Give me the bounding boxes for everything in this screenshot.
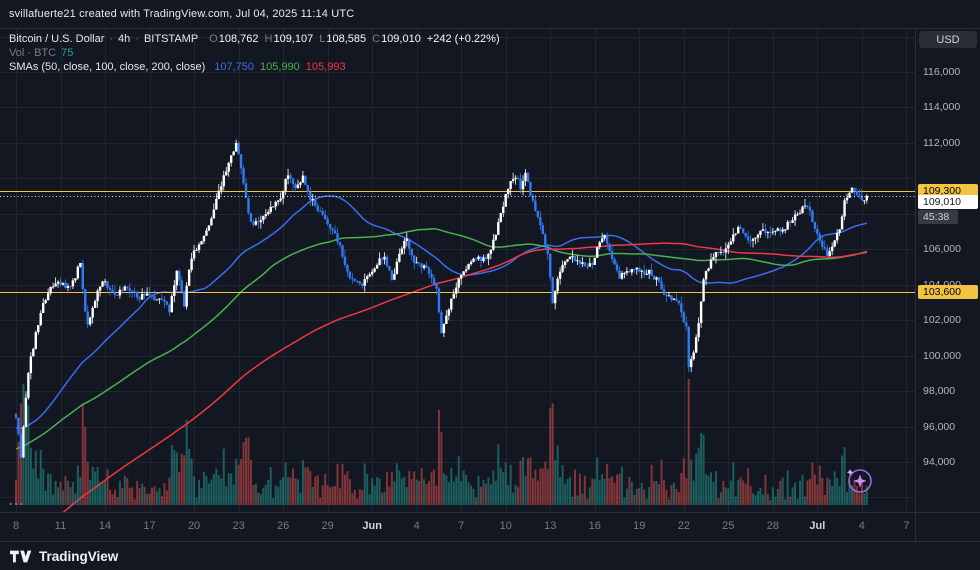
time-scale-label: 7 <box>903 520 910 532</box>
boost-icon[interactable] <box>843 464 875 501</box>
candlestick-chart-canvas[interactable] <box>0 28 916 512</box>
axis-divider <box>915 28 916 541</box>
time-scale-label: 11 <box>54 520 67 532</box>
price-level-badge: 103,600 <box>918 284 978 299</box>
time-scale-label: 29 <box>321 520 334 532</box>
price-scale-label: 100,000 <box>923 349 961 362</box>
currency-toggle-button[interactable]: USD <box>919 31 977 48</box>
time-scale-label: Jun <box>362 520 382 532</box>
high-value: 109,107 <box>273 33 314 45</box>
price-scale-label: 114,000 <box>923 101 961 114</box>
close-value: 109,010 <box>381 33 421 45</box>
price-scale-label: 98,000 <box>923 385 956 398</box>
countdown-badge: 45:38 <box>918 209 958 224</box>
attribution-bar: svillafuerte21 created with TradingView.… <box>0 0 980 28</box>
time-scale-label: 28 <box>766 520 779 532</box>
price-scale-label: 102,000 <box>923 314 961 327</box>
price-scale-label: 96,000 <box>923 420 956 433</box>
interval-label[interactable]: 4h <box>118 33 131 45</box>
tradingview-wordmark[interactable]: TradingView <box>39 548 119 564</box>
exchange-label[interactable]: BITSTAMP <box>143 33 199 45</box>
time-scale-label: 22 <box>677 520 690 532</box>
time-scale-label: 4 <box>858 520 865 532</box>
price-scale[interactable]: USD 116,000114,000112,000106,000104,0001… <box>916 28 980 541</box>
more-indicators-button[interactable]: ⋯ <box>8 496 25 513</box>
bottom-toolbar: TradingView <box>0 541 980 570</box>
time-scale-label: 4 <box>413 520 420 532</box>
sma100-value: 105,990 <box>260 61 300 73</box>
sma200-value: 105,993 <box>305 61 346 73</box>
change-value: +242 (+0.22%) <box>426 33 500 45</box>
tradingview-logo-icon[interactable] <box>10 550 32 563</box>
attribution-text: svillafuerte21 created with TradingView.… <box>9 8 355 20</box>
sma-label: SMAs (50, close, 100, close, 200, close) <box>9 61 206 73</box>
ohlc-values: O 108,762 H 109,107 L 108,585 C 109,010 +242… <box>209 32 499 46</box>
low-label: L <box>319 33 326 45</box>
time-scale-label: Jul <box>809 520 826 532</box>
open-value: 108,762 <box>218 33 259 45</box>
current-price-badge: 109,010 <box>918 194 978 209</box>
sma-legend-row[interactable]: SMAs (50, close, 100, close, 200, close)… <box>9 60 500 74</box>
time-scale-label: 7 <box>458 520 465 532</box>
time-scale-label: 20 <box>187 520 201 532</box>
volume-legend-row[interactable]: Vol · BTC 75 <box>9 46 500 60</box>
sma-values: 107,750 105,990 105,993 <box>214 60 345 74</box>
low-value: 108,585 <box>326 33 367 45</box>
time-scale-label: 8 <box>12 520 20 532</box>
volume-value: 75 <box>61 47 74 59</box>
price-scale-label: 94,000 <box>923 455 956 468</box>
open-label: O <box>209 33 218 45</box>
time-scale-label: 25 <box>722 520 735 532</box>
symbol-title[interactable]: Bitcoin / U.S. Dollar <box>9 33 105 45</box>
time-scale[interactable]: 8 11 14 17 20 23 26 29 Jun 4 7 10 13 16 19 22 25 28 Jul 4 7 <box>0 512 980 541</box>
time-scale-label: 19 <box>633 520 646 532</box>
time-scale-label: 13 <box>544 520 557 532</box>
price-scale-label: 116,000 <box>923 66 961 78</box>
time-scale-label: 17 <box>143 520 156 532</box>
sma50-value: 107,750 <box>214 61 255 73</box>
time-scale-label: 14 <box>98 520 112 532</box>
time-scale-label: 23 <box>232 520 245 532</box>
time-scale-label: 16 <box>588 520 601 532</box>
time-scale-label: 10 <box>499 520 512 532</box>
separator: · <box>135 33 139 45</box>
price-level-badge: 109,300 <box>918 183 978 198</box>
price-scale-label: 106,000 <box>923 243 961 256</box>
price-scale-label: 112,000 <box>923 136 961 149</box>
high-label: H <box>264 33 273 45</box>
time-scale-label: 26 <box>276 520 290 532</box>
volume-label: Vol · BTC <box>9 47 57 59</box>
close-label: C <box>372 33 381 45</box>
separator: · <box>109 33 114 45</box>
